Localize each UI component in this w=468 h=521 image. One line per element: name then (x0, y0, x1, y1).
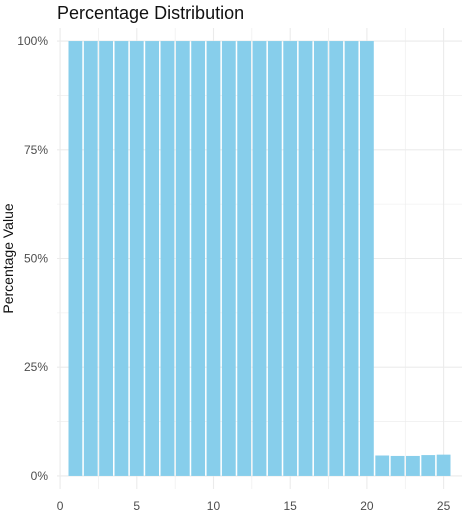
bar (421, 455, 436, 476)
x-tick-label: 20 (360, 499, 374, 513)
chart-title: Percentage Distribution (57, 3, 245, 23)
bar (160, 41, 175, 476)
bar (99, 41, 113, 476)
x-tick-label: 0 (57, 499, 64, 513)
bar (191, 41, 206, 476)
y-tick-label: 50% (24, 252, 48, 266)
y-tick-label: 100% (17, 34, 48, 48)
bar (329, 41, 344, 476)
bar (129, 41, 144, 476)
y-tick-label: 25% (24, 360, 48, 374)
bar (344, 41, 359, 476)
bar (313, 41, 328, 476)
bar (175, 41, 190, 476)
y-axis-title: Percentage Value (0, 203, 16, 313)
bar (406, 455, 420, 476)
bars (68, 41, 451, 476)
y-tick-label: 75% (24, 143, 48, 157)
bar (283, 41, 298, 476)
bar (221, 41, 236, 476)
bar (206, 41, 221, 476)
x-tick-label: 25 (437, 499, 451, 513)
bar (390, 455, 405, 476)
bar (298, 41, 313, 476)
bar (237, 41, 252, 476)
bar (145, 41, 160, 476)
y-tick-label: 0% (31, 469, 49, 483)
bar (375, 455, 390, 476)
x-tick-label: 10 (207, 499, 221, 513)
bar (267, 41, 282, 476)
bar (83, 41, 98, 476)
bar (114, 41, 129, 476)
bar (68, 41, 83, 476)
axis-labels: 0% 25% 50% 75% 100% 0 5 10 15 20 25 Percentage Valu… (0, 34, 451, 513)
bar (359, 41, 374, 476)
x-tick-label: 5 (133, 499, 140, 513)
x-tick-label: 15 (284, 499, 298, 513)
bar (252, 41, 267, 476)
bar (436, 454, 451, 476)
